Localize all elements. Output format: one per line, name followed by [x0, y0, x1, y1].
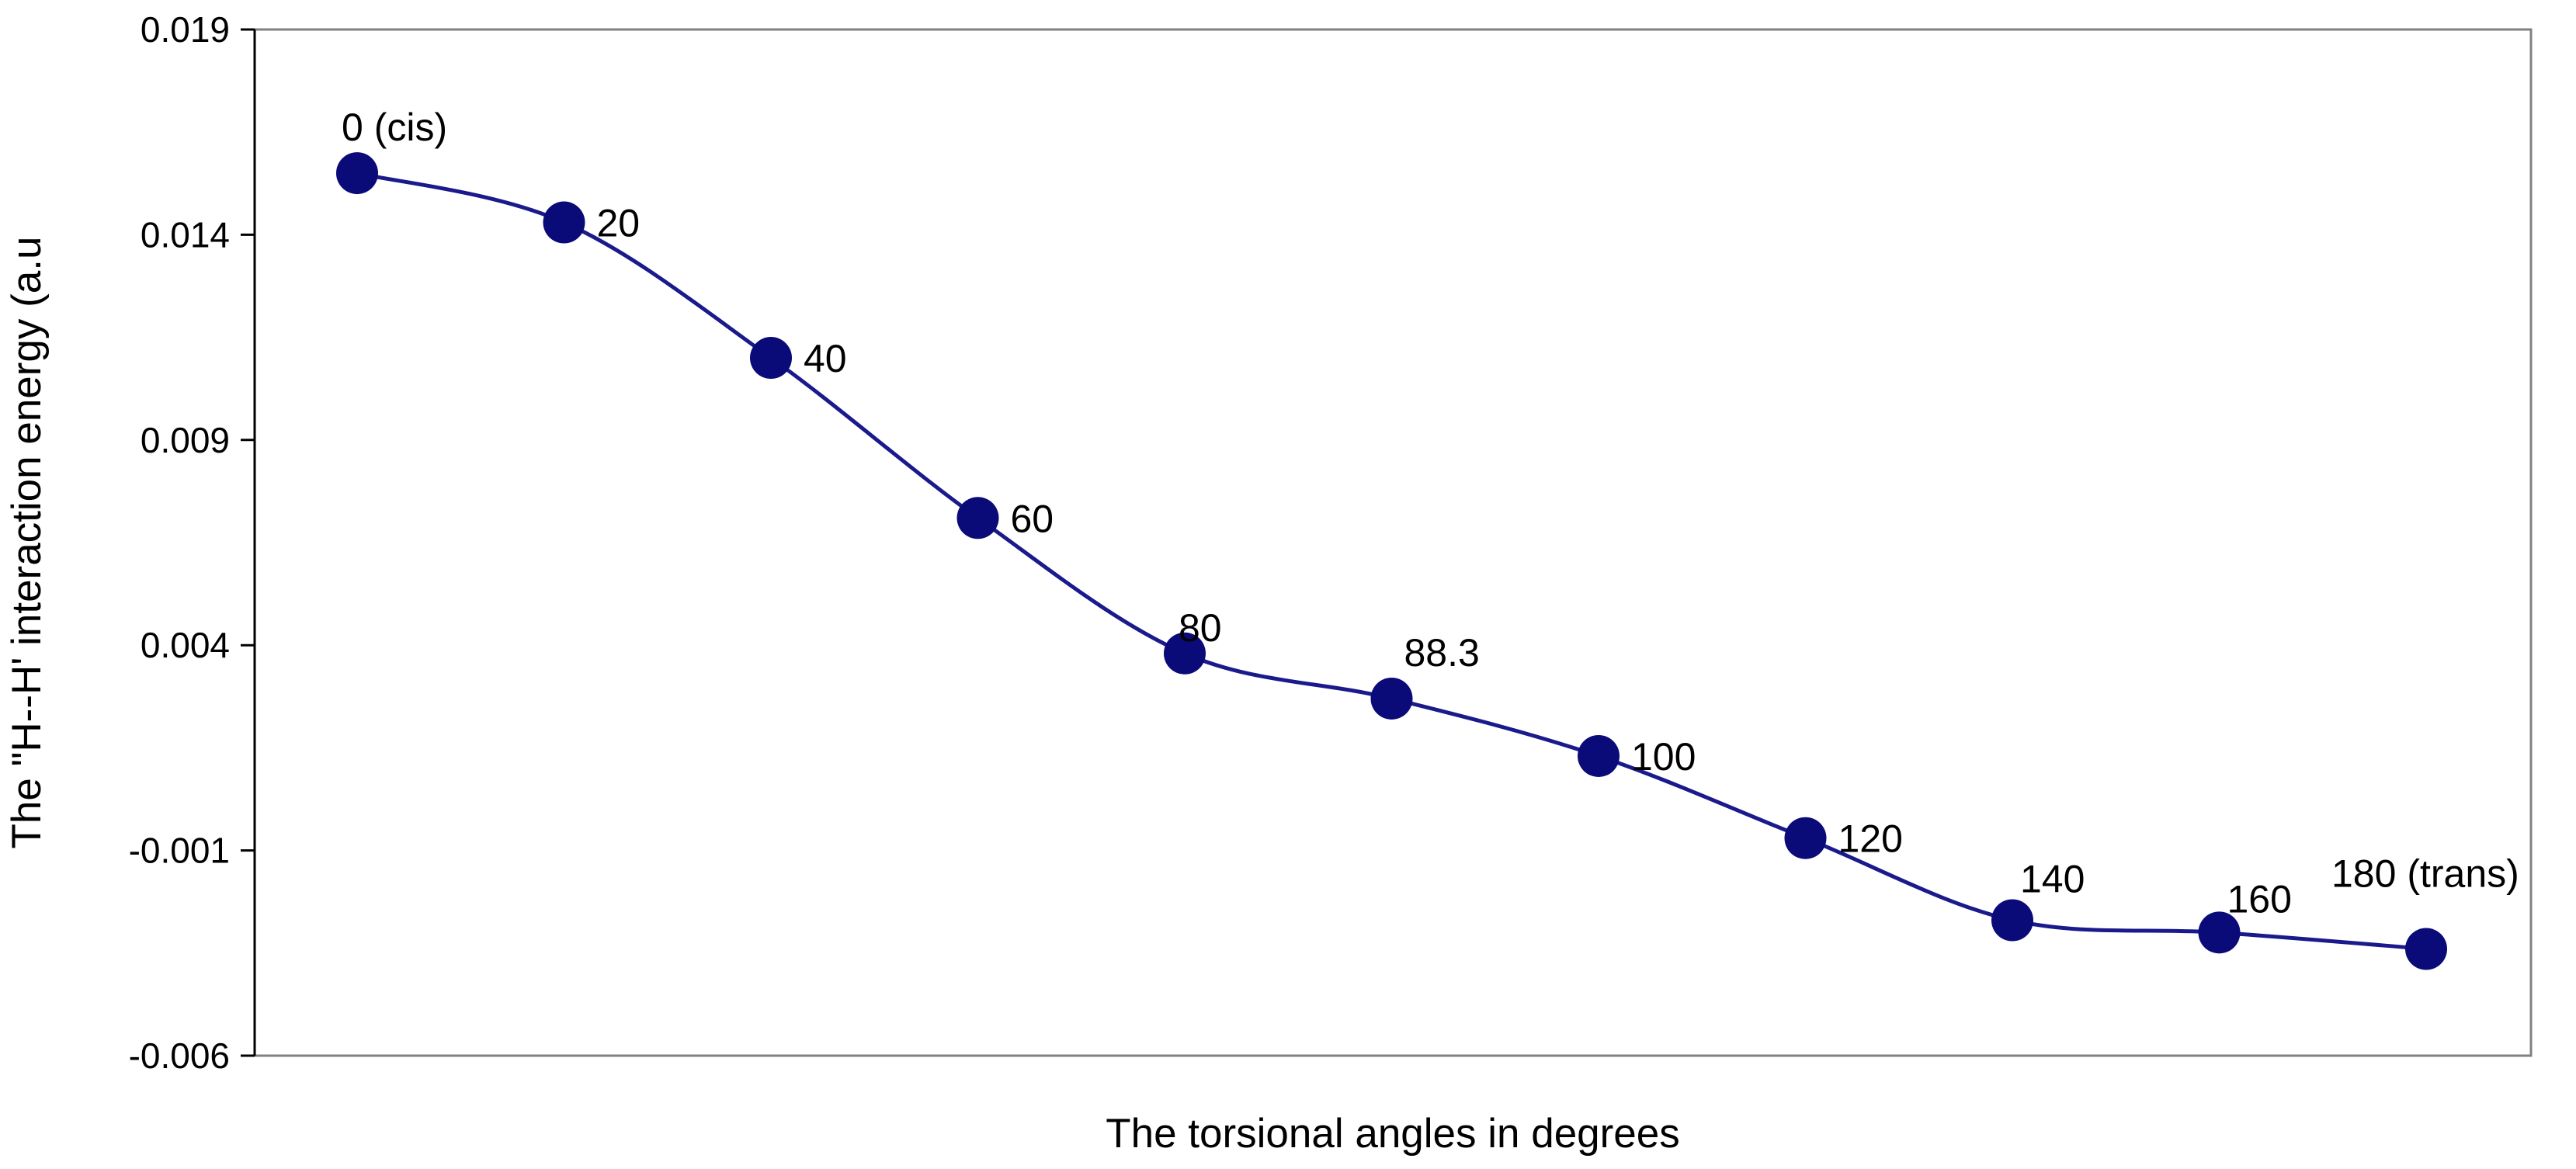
data-point-marker: [1784, 817, 1827, 859]
data-point-marker: [543, 201, 585, 244]
data-point-label: 160: [2227, 877, 2292, 921]
data-point-marker: [1164, 632, 1206, 675]
plot-area-frame: [253, 28, 2533, 1057]
data-point-marker: [1991, 899, 2033, 942]
data-point-marker: [1370, 677, 1413, 720]
data-point-label: 140: [2020, 857, 2085, 900]
y-tick-label: -0.001: [129, 831, 230, 871]
data-point-label: 88.3: [1404, 631, 1480, 675]
data-point-label: 40: [804, 337, 847, 380]
data-point-label: 0 (cis): [342, 106, 447, 149]
data-point-marker: [2405, 928, 2447, 970]
y-axis-ticks: -0.006 -0.001 0.004 0.009 0.014 0.019: [129, 9, 255, 1076]
data-point-label: 180 (trans): [2331, 852, 2519, 896]
data-point-label: 20: [597, 202, 641, 245]
y-tick-label: -0.006: [129, 1035, 230, 1076]
y-tick-label: 0.014: [141, 214, 230, 255]
data-point-marker: [750, 337, 792, 380]
series-layer: [336, 152, 2447, 970]
data-point-label: 60: [1011, 497, 1054, 540]
y-tick-label: 0.004: [141, 625, 230, 665]
y-tick-label: 0.019: [141, 9, 230, 50]
data-point-marker: [336, 152, 378, 195]
data-labels: 0 (cis) 20 40 60 80 88.3 100 120 140 160 180 (tran…: [342, 106, 2519, 921]
data-point-label: 80: [1179, 606, 1222, 650]
data-point-label: 120: [1838, 817, 1903, 861]
series-line: [356, 171, 2427, 952]
data-point-label: 100: [1631, 735, 1696, 779]
x-axis-title: The torsional angles in degrees: [1106, 1111, 1680, 1157]
data-point-marker: [1578, 734, 1620, 777]
data-point-marker: [2198, 911, 2241, 954]
y-tick-label: 0.009: [141, 420, 230, 460]
data-point-marker: [956, 497, 999, 539]
y-axis-title: The "H--H' interaction energy (a.u: [4, 237, 50, 849]
